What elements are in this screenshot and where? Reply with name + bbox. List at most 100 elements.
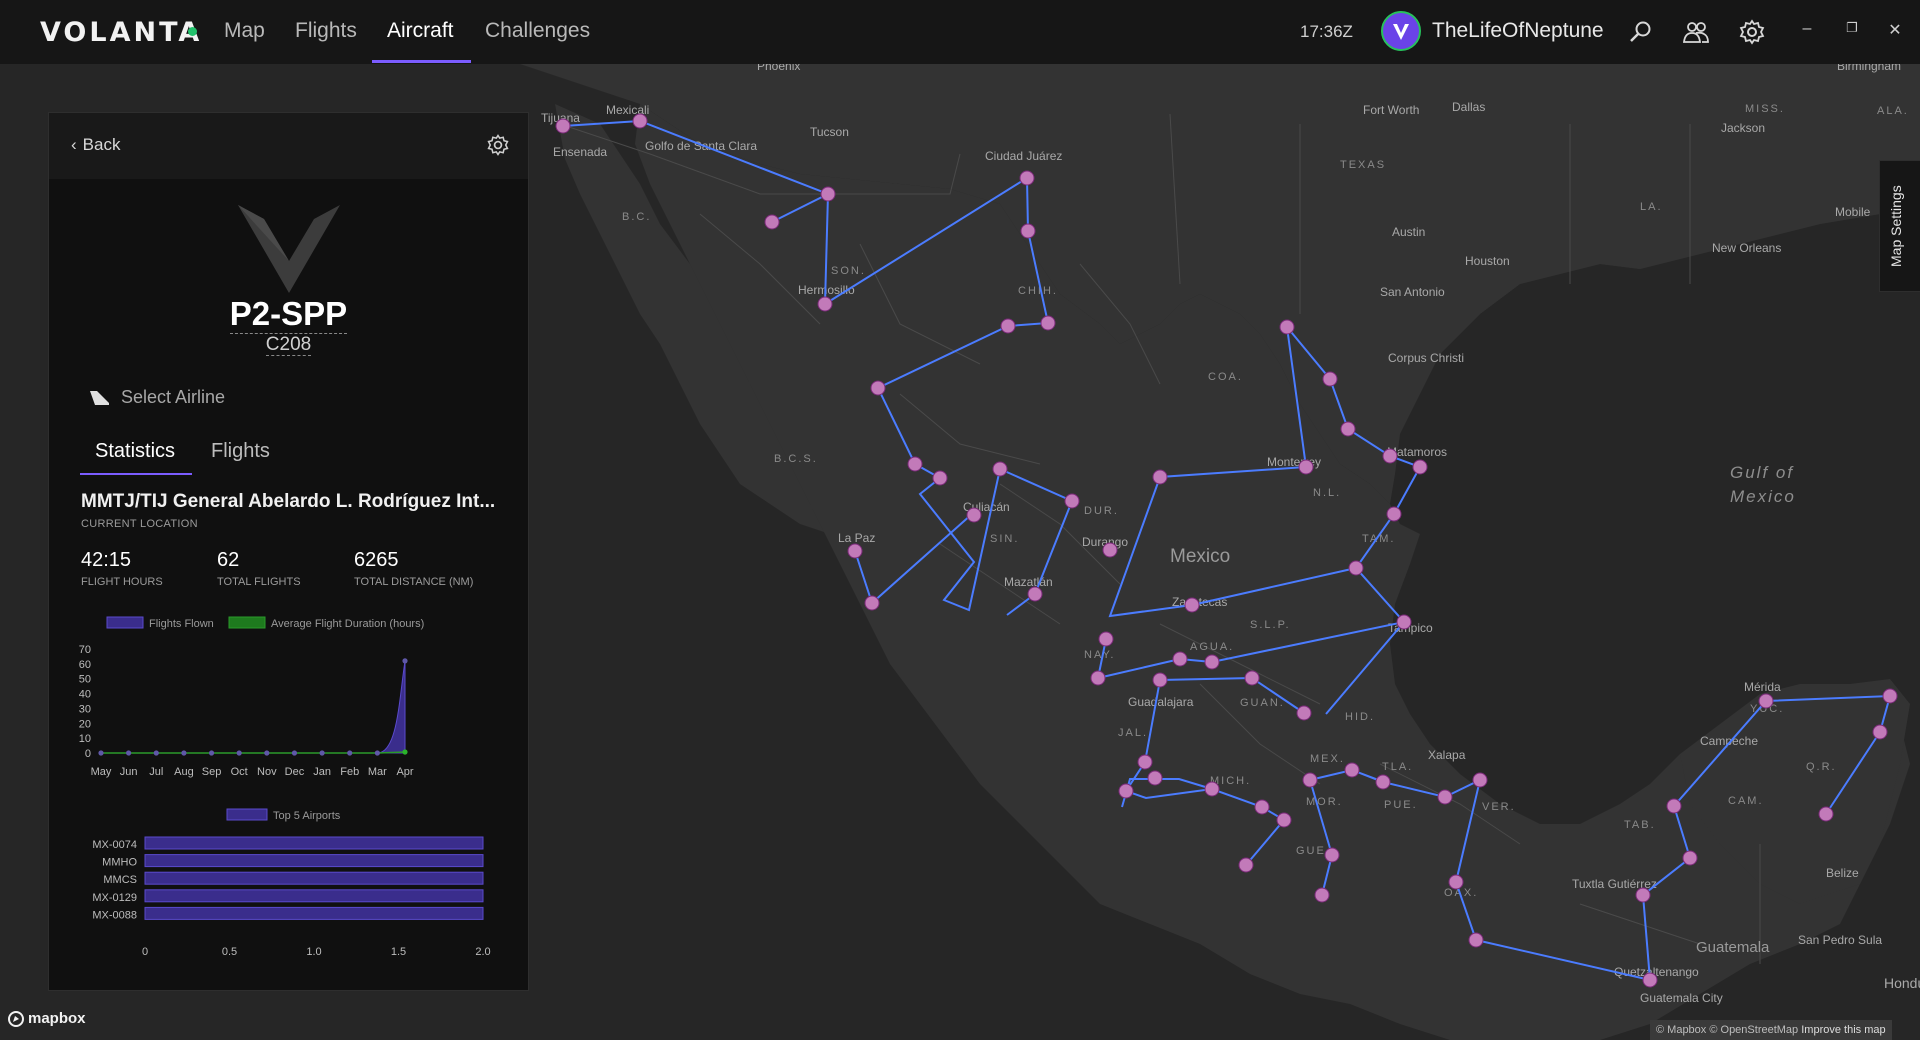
airport-label: MX-0088 [92, 909, 137, 921]
land-gulf-coast [1400, 64, 1920, 434]
username[interactable]: TheLifeOfNeptune [1432, 19, 1604, 42]
svg-text:Matamoros: Matamoros [1387, 445, 1447, 459]
settings-icon[interactable] [1738, 18, 1766, 46]
airport-marker [1872, 724, 1888, 740]
airport-marker [1666, 798, 1682, 814]
svg-text:MEX.: MEX. [1310, 753, 1345, 765]
airport-marker [1324, 847, 1340, 863]
tab-statistics[interactable]: Statistics [95, 440, 176, 462]
svg-text:B.C.: B.C. [622, 211, 651, 223]
x-axis: May Jun Jul Aug Sep Oct Nov Dec Jan Feb Mar Apr [91, 766, 414, 778]
x-tick-label: Jun [120, 766, 138, 778]
chart-legend: Flights Flown Average Flight Duration (ho… [106, 616, 424, 630]
flights-point [319, 750, 325, 756]
airport-marker [1635, 887, 1651, 903]
svg-text:S.L.P.: S.L.P. [1250, 619, 1291, 631]
mapbox-label: mapbox [28, 1010, 86, 1027]
x-tick-label: Jul [149, 766, 163, 778]
nav-map[interactable]: Map [224, 19, 265, 42]
x-tick-label: Nov [257, 766, 277, 778]
friends-icon[interactable] [1682, 18, 1710, 46]
chevron-left-icon: ‹ [71, 135, 77, 154]
top-airports-chart: Top 5 Airports MX-0074MMHOMMCSMX-0129MX-… [92, 808, 491, 958]
svg-text:COA.: COA. [1208, 371, 1243, 383]
select-airline-button[interactable]: Select Airline [89, 387, 225, 408]
svg-text:Mexico: Mexico [1170, 546, 1230, 567]
user-avatar[interactable] [1381, 11, 1421, 51]
app-logo[interactable]: VOLANTA [40, 17, 203, 48]
svg-text:La Paz: La Paz [838, 531, 875, 545]
svg-text:GUE.: GUE. [1296, 845, 1331, 857]
svg-text:DUR.: DUR. [1084, 505, 1119, 517]
x-tick-label: Apr [396, 766, 413, 778]
legend-label: Flights Flown [149, 618, 214, 630]
airport-marker [1412, 459, 1428, 475]
y-tick-label: 30 [79, 703, 91, 715]
y-tick-label: 60 [79, 659, 91, 671]
airline-logo-placeholder [238, 205, 340, 293]
airport-marker [1147, 770, 1163, 786]
airport-bar [144, 836, 484, 850]
svg-text:B.C.S.: B.C.S. [774, 453, 818, 465]
svg-text:PUE.: PUE. [1384, 799, 1418, 811]
airport-marker [1344, 762, 1360, 778]
current-location-caption: CURRENT LOCATION [81, 518, 198, 530]
svg-text:Honduras: Honduras [1884, 975, 1920, 991]
flights-point [126, 750, 132, 756]
x-tick-label: 1.0 [306, 946, 321, 958]
airport-marker [870, 380, 886, 396]
legend-label: Average Flight Duration (hours) [271, 618, 424, 630]
legend-label: Top 5 Airports [273, 810, 341, 822]
tab-flights[interactable]: Flights [211, 440, 270, 462]
restore-icon[interactable]: ❐ [1846, 20, 1858, 35]
airport-marker [1322, 371, 1338, 387]
aircraft-registration[interactable]: P2-SPP [229, 295, 348, 334]
airport-markers[interactable] [555, 113, 1898, 988]
aircraft-type[interactable]: C208 [265, 334, 312, 356]
map-attribution[interactable]: © Mapbox © OpenStreetMap Improve this ma… [1650, 1020, 1892, 1040]
x-tick-label: Dec [285, 766, 305, 778]
svg-text:HID.: HID. [1345, 711, 1375, 723]
svg-text:Corpus Christi: Corpus Christi [1388, 351, 1464, 365]
top-bar: VOLANTA Map Flights Aircraft Challenges … [0, 0, 1920, 64]
svg-text:VER.: VER. [1482, 801, 1516, 813]
svg-text:TEXAS: TEXAS [1340, 159, 1386, 171]
nav-challenges[interactable]: Challenges [485, 19, 591, 42]
airport-marker [1090, 670, 1106, 686]
line-avg-duration [101, 751, 406, 754]
airport-marker [1818, 806, 1834, 822]
x-tick-label: Oct [231, 766, 248, 778]
svg-text:MICH.: MICH. [1210, 775, 1251, 787]
x-tick-label: Feb [340, 766, 359, 778]
flights-point [264, 750, 270, 756]
aircraft-settings-icon[interactable] [486, 133, 510, 157]
svg-text:Ensenada: Ensenada [553, 145, 607, 159]
mapbox-logo[interactable]: mapbox [8, 1010, 86, 1027]
x-tick-label: 1.5 [391, 946, 406, 958]
airport-marker [1396, 614, 1412, 630]
map-settings-button[interactable]: Map Settings [1879, 160, 1920, 292]
land-mexico [635, 104, 1910, 1040]
svg-text:Phoenix: Phoenix [757, 64, 800, 73]
utc-clock: 17:36Z [1300, 22, 1353, 41]
y-tick-label: 20 [79, 718, 91, 730]
svg-text:Guatemala City: Guatemala City [1640, 991, 1723, 1005]
airport-marker [1314, 887, 1330, 903]
y-tick-label: 70 [79, 644, 91, 656]
minimize-icon[interactable]: – [1802, 20, 1812, 37]
svg-text:Tucson: Tucson [810, 125, 849, 139]
airport-marker [1000, 318, 1016, 334]
close-icon[interactable]: ✕ [1888, 22, 1902, 39]
svg-text:TLA.: TLA. [1382, 761, 1413, 773]
back-button[interactable]: ‹ Back [71, 135, 120, 155]
monthly-flights-chart: Flights Flown Average Flight Duration (ho… [79, 616, 424, 778]
nav-flights[interactable]: Flights [295, 19, 357, 42]
svg-text:Houston: Houston [1465, 254, 1510, 268]
nav-aircraft[interactable]: Aircraft [387, 19, 454, 42]
improve-map-link[interactable]: Improve this map [1801, 1024, 1886, 1036]
x-tick-label: May [91, 766, 112, 778]
search-icon[interactable] [1627, 18, 1655, 46]
current-location-name: MMTJ/TIJ General Abelardo L. Rodríguez I… [81, 491, 496, 512]
x-tick-label: Mar [368, 766, 387, 778]
aircraft-panel: ‹ Back P2-SPP C208 Select Airline Statist… [48, 112, 529, 991]
